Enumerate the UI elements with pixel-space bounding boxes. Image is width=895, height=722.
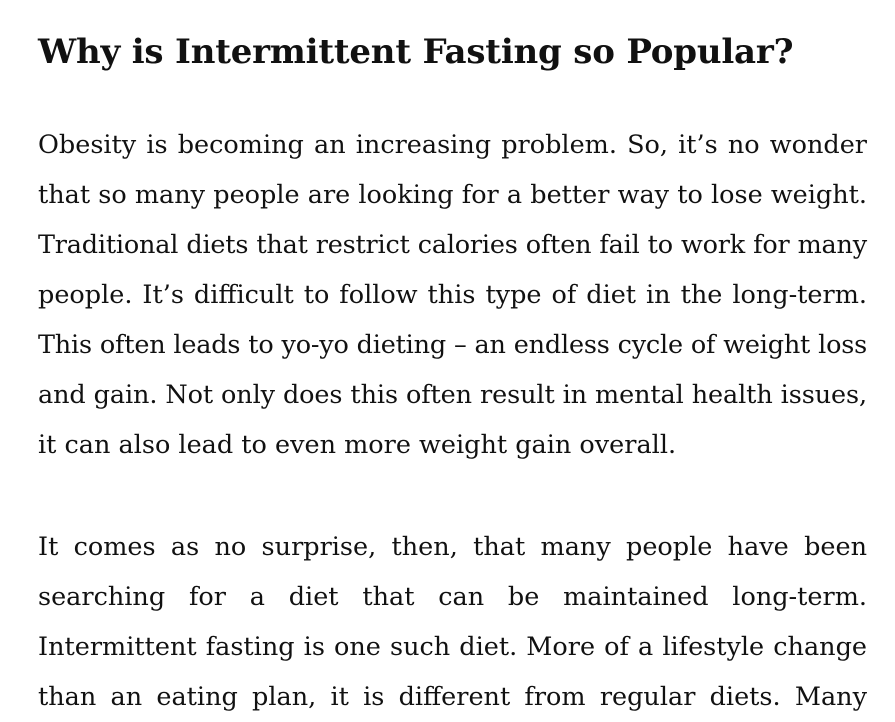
article-heading: Why is Intermittent Fasting so Popular? (38, 32, 794, 72)
paragraph-line: Obesity is becoming an increasing proble… (38, 130, 867, 160)
paragraph-line: searching for a diet that can be maintai… (38, 582, 867, 612)
paragraph-line: It comes as no surprise, then, that many… (38, 532, 867, 562)
paragraph-line: that so many people are looking for a be… (38, 180, 867, 210)
paragraph-line: than an eating plan, it is different fro… (38, 682, 867, 712)
paragraph-1: Obesity is becoming an increasing proble… (38, 120, 867, 470)
paragraph-line: Intermittent fasting is one such diet. M… (38, 632, 867, 662)
paragraph-line: and gain. Not only does this often resul… (38, 380, 867, 410)
paragraph-line: This often leads to yo-yo dieting – an e… (38, 330, 867, 360)
paragraph-2: It comes as no surprise, then, that many… (38, 522, 867, 722)
paragraph-line: people. It’s difficult to follow this ty… (38, 280, 867, 310)
paragraph-line: Traditional diets that restrict calories… (38, 230, 867, 260)
paragraph-line: it can also lead to even more weight gai… (38, 430, 677, 460)
